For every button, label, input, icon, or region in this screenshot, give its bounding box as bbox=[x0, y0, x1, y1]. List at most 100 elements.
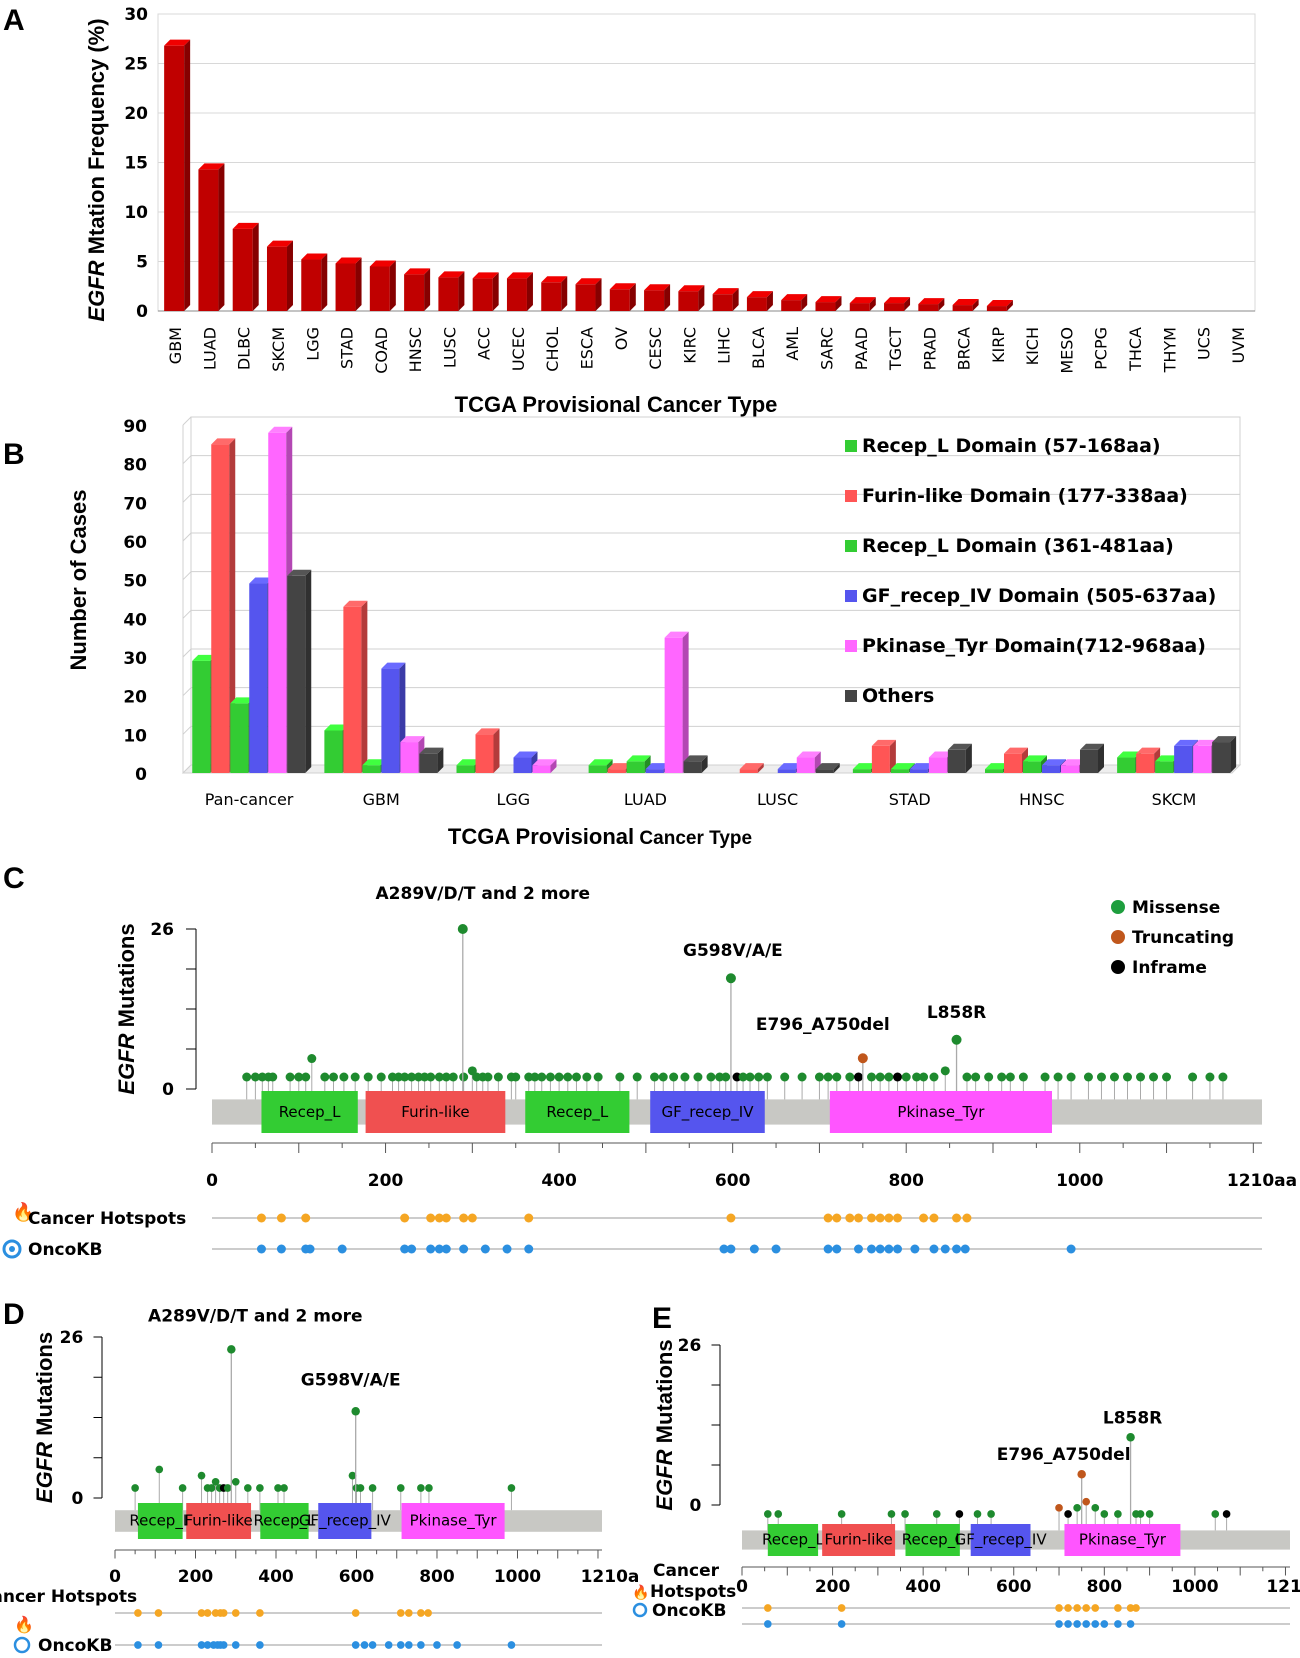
bar-SKCM-0 bbox=[1117, 757, 1136, 773]
domain-furin-like bbox=[822, 1524, 896, 1556]
y-bottom-label: 0 bbox=[162, 1080, 174, 1100]
panel-letter-e: E bbox=[652, 1302, 672, 1335]
legend-entry: Furin-like Domain (177-338aa) bbox=[862, 485, 1188, 507]
lollipop-dot bbox=[545, 1072, 555, 1082]
domain-recep_l bbox=[137, 1503, 183, 1539]
y-axis-title-italic: EGFR bbox=[652, 1449, 677, 1510]
bar-SKCM-3-top bbox=[1174, 739, 1199, 746]
x-tick-label: KIRC bbox=[680, 327, 699, 364]
x-tick-label: DLBC bbox=[235, 327, 254, 370]
bar-STAD-0 bbox=[852, 769, 871, 773]
gridline bbox=[182, 455, 192, 465]
bar-LGG-4-top bbox=[532, 759, 557, 766]
lollipop-dot bbox=[243, 1484, 252, 1492]
hotspot-dot bbox=[231, 1609, 240, 1617]
oncokb-dot bbox=[524, 1244, 534, 1254]
bar-TGCT-top bbox=[884, 297, 911, 304]
hotspot-dot bbox=[134, 1609, 142, 1617]
hotspot-dot bbox=[1082, 1604, 1091, 1612]
oncokb-dot bbox=[884, 1244, 894, 1254]
oncokb-dot bbox=[1055, 1620, 1063, 1628]
bar-COAD bbox=[369, 266, 390, 311]
bar-TGCT bbox=[884, 303, 905, 311]
bar-GBM-2 bbox=[362, 765, 381, 773]
target-icon bbox=[13, 1636, 31, 1654]
oncokb-dot bbox=[507, 1641, 516, 1649]
bar-DLBC-top bbox=[232, 222, 259, 229]
hotspot-dot bbox=[1114, 1604, 1122, 1612]
bar-STAD-1-side bbox=[889, 739, 896, 773]
bar-LIHC-top bbox=[712, 288, 739, 295]
lollipop-dot bbox=[919, 1072, 929, 1082]
oncokb-dot bbox=[837, 1620, 846, 1628]
y-axis-title-b: Number of Cases bbox=[66, 490, 91, 671]
x-tick-label: LIHC bbox=[715, 327, 734, 364]
lollipop-dot bbox=[256, 1484, 264, 1492]
gridline bbox=[182, 571, 192, 581]
x-tick-label: TGCT bbox=[886, 327, 905, 371]
lollipop-dot bbox=[223, 1484, 232, 1492]
oncokb-dot bbox=[256, 1641, 264, 1649]
bar-GBM-5-side bbox=[437, 747, 444, 773]
oncokb-dot bbox=[453, 1641, 461, 1649]
lollipop-dot bbox=[1083, 1072, 1093, 1082]
y-tick-label: 30 bbox=[123, 649, 147, 669]
bar-HNSC bbox=[404, 274, 425, 311]
lollipop-dot bbox=[1145, 1510, 1154, 1518]
domain-recep_l bbox=[767, 1524, 819, 1556]
x-tick-label: KIRP bbox=[989, 327, 1008, 363]
lollipop-dot bbox=[1136, 1072, 1146, 1082]
bar-PAAD bbox=[849, 303, 870, 311]
bar-HNSC-1 bbox=[1003, 753, 1022, 773]
x-tick-label: PAAD bbox=[852, 327, 871, 370]
bar-DLBC-side bbox=[252, 222, 259, 311]
peak-annotation: G598V/A/E bbox=[301, 1370, 401, 1390]
hotspot-dot bbox=[962, 1213, 972, 1223]
bar-STAD-1 bbox=[871, 745, 890, 773]
lollipop-dot bbox=[339, 1072, 349, 1082]
bar-SKCM-top bbox=[266, 240, 293, 247]
y-tick-label: 5 bbox=[136, 253, 148, 273]
hotspot-dot bbox=[400, 1213, 410, 1223]
lollipop-dot bbox=[658, 1072, 668, 1082]
bar-BRCA-top bbox=[952, 299, 979, 306]
bar-Pan-cancer-1-top bbox=[211, 438, 236, 445]
bar-Pan-cancer-4-top bbox=[268, 426, 293, 433]
lollipop-dot bbox=[884, 1072, 894, 1082]
x-tick-label: STAD bbox=[338, 327, 357, 369]
flame-icon: 🔥 bbox=[14, 1615, 34, 1634]
bar-STAD-2 bbox=[890, 769, 909, 773]
y-tick-label: 20 bbox=[123, 688, 147, 708]
hotspot-dot bbox=[351, 1609, 360, 1617]
oncokb-dot bbox=[832, 1244, 842, 1254]
bar-LUSC-5 bbox=[815, 769, 834, 773]
bar-STAD-3 bbox=[909, 769, 928, 773]
lollipop-dot bbox=[1122, 1072, 1132, 1082]
x-tick-label: LGG bbox=[303, 327, 322, 361]
hotspot-dot bbox=[301, 1213, 311, 1223]
bar-UCEC bbox=[506, 278, 527, 311]
lollipop-dot bbox=[1040, 1072, 1050, 1082]
track-label-hot: Hotspots bbox=[650, 1582, 736, 1602]
domain-label: Pkinase_Tyr bbox=[1079, 1530, 1167, 1549]
bar-HNSC-2 bbox=[1022, 761, 1041, 773]
lollipop-dot bbox=[1018, 1072, 1028, 1082]
hotspot-dot bbox=[1055, 1604, 1063, 1612]
lollipop-dot bbox=[971, 1072, 981, 1082]
peak-annotation: E796_A750del bbox=[997, 1445, 1131, 1465]
bar-STAD-5-top bbox=[947, 743, 972, 750]
gridline bbox=[182, 648, 192, 658]
target-icon bbox=[2, 1239, 22, 1259]
peak-annotation: L858R bbox=[1103, 1408, 1162, 1428]
x-tick-label: CHOL bbox=[543, 327, 562, 372]
y-top-label: 26 bbox=[150, 920, 174, 940]
peak-annotation: A289V/D/T and 2 more bbox=[376, 884, 591, 904]
domain-label: Furin-like bbox=[184, 1511, 252, 1529]
bar-TGCT-side bbox=[904, 297, 911, 311]
hotspot-dot bbox=[197, 1609, 206, 1617]
y-axis-title-rest: Mutations bbox=[32, 1332, 57, 1442]
x-tick-label: 0 bbox=[736, 1577, 748, 1597]
bar-STAD bbox=[335, 263, 356, 311]
lollipop-dot bbox=[376, 1072, 386, 1082]
x-tick-label: 800 bbox=[888, 1171, 924, 1191]
